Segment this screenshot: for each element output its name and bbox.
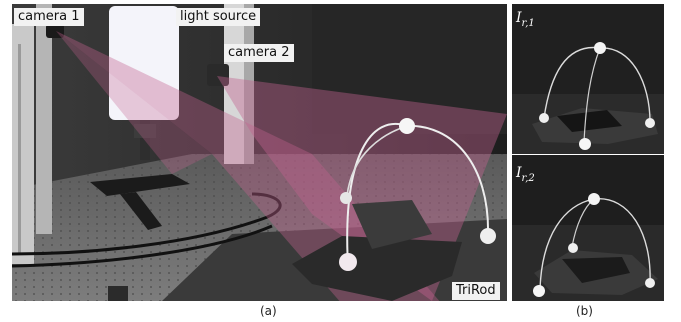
sphere-right bbox=[480, 228, 496, 244]
label-light-source: light source bbox=[176, 8, 261, 26]
trirod-base bbox=[292, 236, 462, 301]
light-stand-base bbox=[90, 174, 190, 196]
trirod-rod-2 bbox=[406, 124, 490, 237]
image-1-label: Ir,1 bbox=[516, 10, 535, 29]
caption-b: (b) bbox=[576, 304, 593, 318]
label-trirod: TriRod bbox=[452, 282, 500, 300]
camera-image-1-scene bbox=[512, 4, 664, 154]
sphere-left bbox=[340, 192, 352, 204]
camera-image-1: Ir,1 bbox=[512, 4, 664, 154]
camera-1-frustum bbox=[56, 31, 440, 301]
trirod-rod-1 bbox=[346, 123, 408, 267]
sphere-top bbox=[399, 118, 415, 134]
label-camera-2: camera 2 bbox=[224, 44, 294, 62]
light-panel bbox=[109, 6, 179, 120]
camera-1 bbox=[46, 24, 64, 38]
aluminum-frame-left bbox=[12, 24, 34, 264]
camera-2 bbox=[207, 64, 229, 86]
camera-image-2-scene bbox=[512, 155, 664, 301]
camera-image-2: Ir,2 bbox=[512, 155, 664, 301]
label-camera-1: camera 1 bbox=[14, 8, 84, 26]
image-2-label: Ir,2 bbox=[516, 165, 535, 184]
trirod-rod-3 bbox=[346, 125, 408, 197]
sphere-front bbox=[339, 253, 357, 271]
caption-a: (a) bbox=[260, 304, 277, 318]
setup-photo: camera 1 light source camera 2 TriRod bbox=[12, 4, 507, 301]
